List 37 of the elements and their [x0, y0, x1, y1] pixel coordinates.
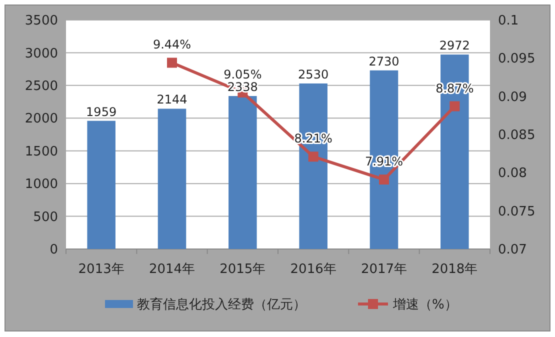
- y-tick-label: 500: [33, 210, 58, 225]
- point: [167, 58, 177, 68]
- x-tick-label: 2013年: [78, 262, 124, 277]
- data-label: 1959: [86, 104, 117, 119]
- y2-tick-label: 0.07: [498, 242, 527, 258]
- y-tick-label: 3000: [24, 46, 58, 62]
- x-tick-label: 2018年: [432, 262, 478, 277]
- y2-tick-label: 0.075: [498, 204, 536, 220]
- bar: [158, 108, 186, 249]
- y-tick-label: 1500: [24, 144, 58, 160]
- y-tick-label: 2000: [24, 112, 58, 127]
- y2-tick-label: 0.08: [498, 166, 527, 182]
- bar: [87, 120, 116, 249]
- x-tick-label: 2014年: [148, 262, 196, 277]
- data-label: 2730: [368, 54, 400, 68]
- y-tick-label: 2500: [24, 78, 58, 94]
- x-tick-label: 2015年: [220, 262, 266, 277]
- data-label: 2972: [439, 38, 470, 53]
- y-tick-label: 1000: [24, 177, 58, 192]
- y2-tick-label: 0.1: [498, 14, 519, 29]
- data-label: 2144: [156, 92, 188, 107]
- legend-label: 教育信息化投入经费（亿元）: [137, 296, 306, 313]
- data-label: 2530: [298, 67, 329, 82]
- y2-tick-label: 0.095: [498, 52, 536, 67]
- x-tick-label: 2016年: [290, 262, 336, 277]
- y-tick-label: 3500: [24, 14, 58, 29]
- y2-tick-label: 0.085: [498, 128, 536, 144]
- point: [379, 174, 389, 185]
- y2-tick-label: 0.09: [498, 90, 527, 105]
- data-label: 9.44%: [152, 38, 192, 52]
- point: [308, 152, 318, 162]
- y-tick-label: 0: [50, 242, 58, 258]
- point: [450, 101, 460, 112]
- bar: [228, 96, 257, 249]
- data-label: 9.05%: [224, 68, 262, 82]
- legend-label: 增速（%）: [392, 298, 458, 313]
- x-tick-label: 2017年: [360, 262, 408, 277]
